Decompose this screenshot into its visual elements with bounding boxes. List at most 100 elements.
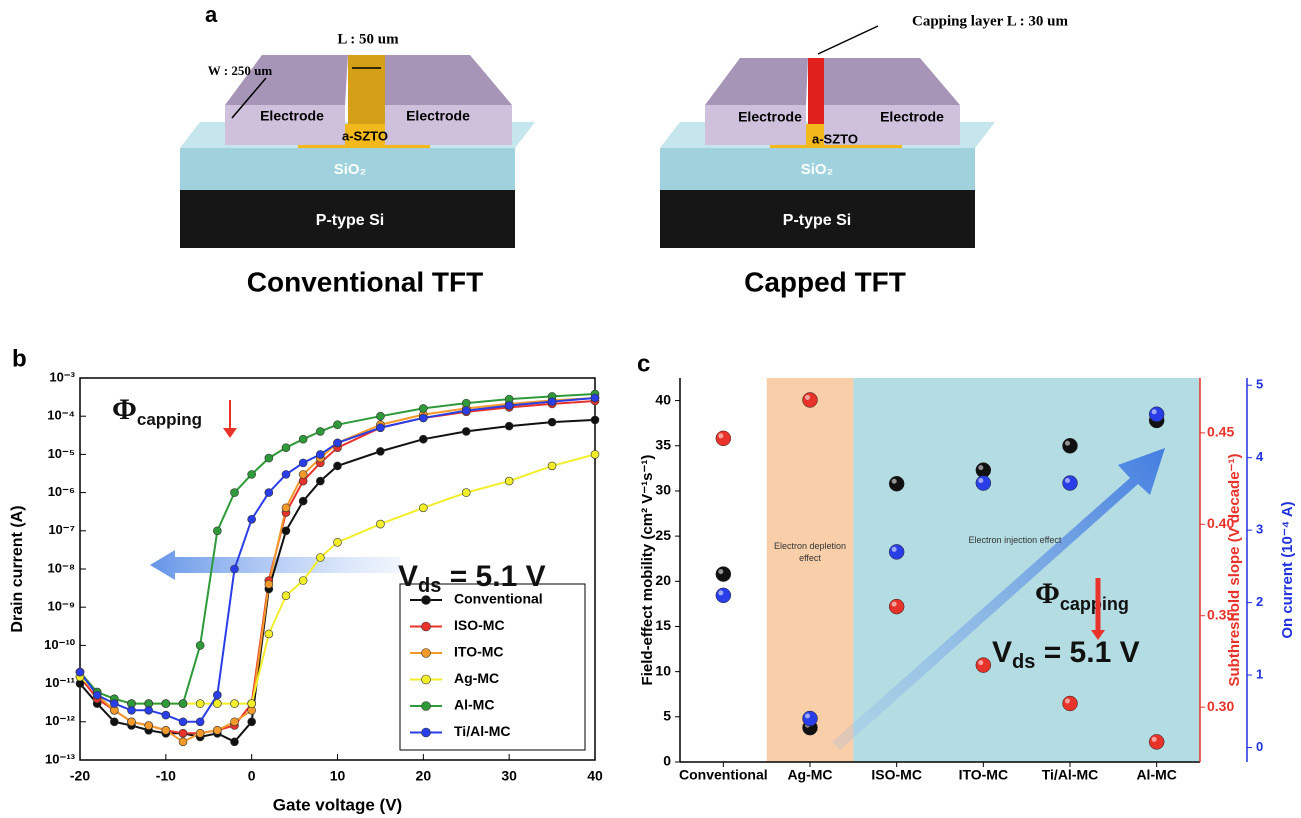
data-point [93, 691, 101, 699]
data-point [505, 477, 513, 485]
point-highlight [1065, 441, 1070, 446]
data-point [889, 599, 904, 614]
point-highlight [1152, 737, 1157, 742]
y3-tick-label: 4 [1256, 449, 1264, 464]
data-point [976, 658, 991, 673]
data-point [316, 450, 324, 458]
y-tick-label: 5 [663, 708, 671, 724]
data-point [110, 700, 118, 708]
y2-axis-label: Subthreshold slope (V decade⁻¹) [1226, 454, 1243, 687]
electrode-label: Electrode [406, 108, 470, 124]
data-point [376, 447, 384, 455]
y-tick-label: 10⁻³ [49, 369, 75, 384]
body: a L : 50 um W : 250 um Electrode Electro… [0, 0, 1301, 818]
annotation-subscript: ds [1012, 651, 1035, 673]
y3-tick-label: 3 [1256, 522, 1263, 537]
substrate-label: P-type Si [316, 212, 384, 229]
x-tick-label: 20 [416, 768, 432, 784]
data-point [334, 538, 342, 546]
point-highlight [805, 395, 810, 400]
y3-tick-label: 1 [1256, 666, 1263, 681]
y-tick-label: 10⁻¹³ [45, 751, 76, 766]
dimension-label: W : 250 um [208, 63, 273, 78]
data-point [196, 718, 204, 726]
data-point [419, 404, 427, 412]
point-highlight [1065, 478, 1070, 483]
data-point [248, 515, 256, 523]
data-point [1149, 734, 1164, 749]
data-point [128, 706, 136, 714]
data-point [128, 718, 136, 726]
data-point [248, 718, 256, 726]
capping-arrow [818, 26, 878, 54]
data-point [505, 402, 513, 410]
annotation-subscript: capping [137, 410, 202, 429]
point-highlight [978, 465, 983, 470]
x-axis-label: Gate voltage (V) [273, 795, 402, 814]
point-highlight [1065, 698, 1070, 703]
data-point [76, 668, 84, 676]
y-tick-label: 30 [655, 482, 671, 498]
legend-label: Ti/Al-MC [454, 723, 511, 739]
electrode-label: Electrode [260, 108, 324, 124]
data-point [299, 459, 307, 467]
annotation-suffix: = 5.1 V [441, 560, 545, 593]
x-tick-label: 10 [330, 768, 346, 784]
data-point [231, 565, 239, 573]
channel-gap [348, 55, 385, 124]
legend-marker [422, 702, 431, 711]
legend-marker [422, 728, 431, 737]
data-point [179, 700, 187, 708]
electrode-label: Electrode [880, 109, 944, 125]
data-point [316, 477, 324, 485]
legend-label: Al-MC [454, 697, 494, 713]
y3-tick-label: 2 [1256, 594, 1263, 609]
x-tick-label: ISO-MC [871, 767, 922, 783]
data-point [145, 706, 153, 714]
data-point [419, 414, 427, 422]
point-highlight [805, 714, 810, 719]
channel-label: a-SZTO [812, 131, 858, 146]
y-tick-label: 40 [655, 391, 671, 407]
legend-marker [422, 649, 431, 658]
data-point [716, 567, 731, 582]
device-title: Capped TFT [744, 266, 906, 297]
annotation-box: Electron depletion effect [772, 540, 848, 600]
data-point [162, 700, 170, 708]
data-point [716, 588, 731, 603]
data-point [591, 450, 599, 458]
data-point [231, 489, 239, 497]
legend-label: ITO-MC [454, 644, 504, 660]
data-point [299, 470, 307, 478]
legend-marker [422, 675, 431, 684]
point-highlight [892, 479, 897, 484]
annotation-suffix: = 5.1 V [1035, 636, 1139, 669]
data-point [299, 576, 307, 584]
x-tick-label: Ag-MC [787, 767, 832, 783]
data-point [248, 470, 256, 478]
data-point [803, 711, 818, 726]
x-tick-label: -20 [70, 768, 90, 784]
panel-label: c [637, 350, 650, 377]
data-point [248, 700, 256, 708]
data-point [548, 398, 556, 406]
annotation: Electron depletion effect [772, 540, 848, 564]
panel-label: a [205, 2, 218, 27]
data-point [1063, 476, 1078, 491]
point-highlight [978, 478, 983, 483]
y3-axis-label: On current (10⁻⁴ A) [1279, 501, 1296, 638]
annotation: Vds = 5.1 V [398, 560, 546, 597]
insulator-label: SiO₂ [334, 161, 367, 178]
data-point [213, 726, 221, 734]
point-highlight [718, 569, 723, 574]
point-highlight [1152, 409, 1157, 414]
data-point [334, 421, 342, 429]
data-point [110, 718, 118, 726]
data-point [179, 718, 187, 726]
substrate-label: P-type Si [783, 212, 851, 229]
legend-label: Ag-MC [454, 670, 499, 686]
panel-label: b [12, 345, 27, 372]
x-tick-label: Al-MC [1136, 767, 1176, 783]
y-axis-label: Drain current (A) [9, 505, 26, 632]
data-point [316, 554, 324, 562]
